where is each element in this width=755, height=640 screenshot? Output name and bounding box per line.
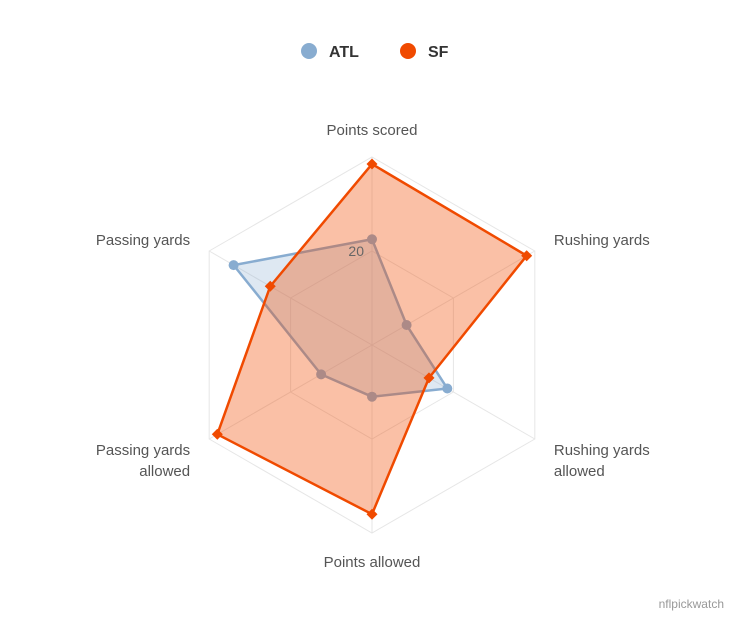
radial-tick-label-1: 20	[348, 243, 364, 259]
point-sf-1[interactable]	[366, 158, 378, 170]
series-area-atl	[233, 239, 448, 397]
category-label-6: Passing yards	[96, 232, 190, 249]
category-label-4: Points allowed	[324, 554, 421, 571]
point-sf-4[interactable]	[366, 508, 378, 520]
grid-spoke-2	[371, 250, 536, 346]
legend-marker-atl	[301, 43, 317, 59]
legend-item-atl[interactable]: ATL	[301, 43, 359, 61]
legend-label-atl: ATL	[329, 44, 359, 61]
category-label-5: Passing yards allowed	[96, 442, 190, 480]
point-atl-3[interactable]	[442, 383, 453, 394]
series-atl[interactable]	[228, 234, 453, 402]
grid	[208, 156, 536, 534]
series-area-sf	[217, 164, 527, 515]
credit-text[interactable]: nflpickwatch	[659, 597, 724, 611]
grid-spoke-3	[371, 344, 536, 440]
series-sf[interactable]	[211, 158, 533, 520]
point-sf-5[interactable]	[211, 428, 223, 440]
point-atl-5[interactable]	[316, 369, 327, 380]
point-atl-1[interactable]	[367, 234, 377, 245]
axis-labels: 20 Points scored Rushing yards Rushing yard…	[96, 122, 650, 571]
legend-label-sf: SF	[428, 44, 449, 61]
grid-spoke-5	[208, 344, 373, 440]
point-atl-4[interactable]	[367, 391, 377, 402]
series-layer	[211, 158, 533, 520]
legend-marker-sf	[400, 43, 416, 59]
category-label-2: Rushing yards	[554, 232, 650, 249]
category-label-3: Rushing yards allowed	[554, 442, 650, 480]
legend-item-sf[interactable]: SF	[400, 43, 449, 61]
point-sf-3[interactable]	[423, 372, 435, 384]
point-atl-2[interactable]	[401, 320, 412, 331]
point-sf-6[interactable]	[264, 280, 276, 292]
category-label-1: Points scored	[327, 122, 418, 139]
legend[interactable]: ATL SF	[301, 43, 449, 61]
point-sf-2[interactable]	[521, 250, 533, 262]
point-atl-6[interactable]	[228, 260, 239, 271]
